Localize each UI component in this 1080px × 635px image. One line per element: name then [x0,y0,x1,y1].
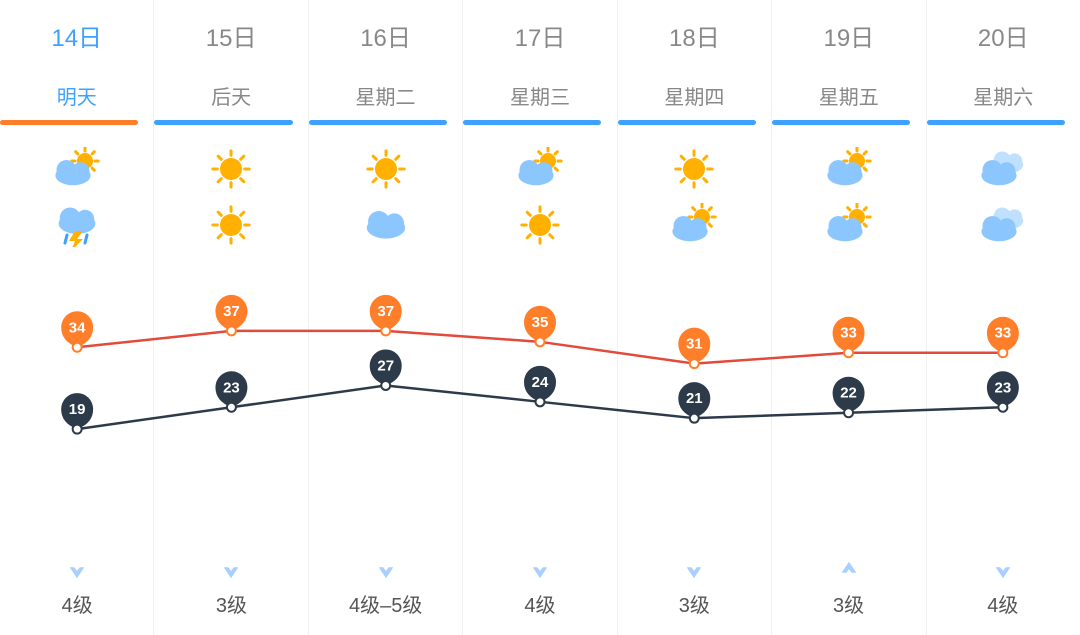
svg-text:19: 19 [69,401,86,418]
wind-arrow-icon [375,559,397,581]
wind-level: 4级 [524,589,555,618]
svg-text:34: 34 [69,319,86,336]
temperature-chart: 34 19 37 23 37 27 35 24 31 21 [0,280,1080,500]
night-weather-icon [203,203,259,247]
svg-text:31: 31 [686,336,703,353]
dow-label: 星期三 [463,81,616,110]
wind-arrow-icon [529,559,551,581]
wind-level: 3级 [679,589,710,618]
svg-text:37: 37 [223,303,240,320]
day-weather-icon [512,147,568,191]
weather-icons [512,147,568,247]
dow-label: 后天 [154,81,307,110]
temp-marker: 23 [987,371,1019,412]
accent-bar [463,120,601,125]
wind-level: 3级 [833,589,864,618]
weather-icons [821,147,877,247]
day-header: 19日 星期五 [772,0,925,125]
day-weather-icon [975,147,1031,191]
night-weather-icon [49,203,105,247]
day-header: 16日 星期二 [309,0,462,125]
night-weather-icon [666,203,722,247]
day-weather-icon [203,147,259,191]
day-header: 14日 明天 [0,0,153,125]
accent-bar [927,120,1065,125]
temp-marker: 27 [370,349,402,390]
wind-arrow-icon [683,559,705,581]
dow-label: 星期五 [772,81,925,110]
svg-text:22: 22 [840,385,857,402]
accent-bar [309,120,447,125]
wind-level: 4级 [987,589,1018,618]
weather-icons [358,147,414,247]
svg-text:24: 24 [532,374,549,391]
day-header: 20日 星期六 [927,0,1080,125]
dow-label: 明天 [0,81,153,110]
wind-info: 3级 [771,559,925,618]
day-weather-icon [821,147,877,191]
night-weather-icon [358,203,414,247]
day-header: 15日 后天 [154,0,307,125]
wind-arrow-icon [66,559,88,581]
day-weather-icon [666,147,722,191]
night-weather-icon [512,203,568,247]
svg-text:21: 21 [686,390,703,407]
dow-label: 星期二 [309,81,462,110]
date-label: 16日 [309,18,462,53]
svg-text:27: 27 [377,357,394,374]
wind-arrow-icon [838,559,860,581]
wind-level: 4级–5级 [349,589,422,618]
weather-icons [975,147,1031,247]
dow-label: 星期四 [618,81,771,110]
svg-text:37: 37 [377,303,394,320]
wind-info: 3级 [154,559,308,618]
day-weather-icon [49,147,105,191]
date-label: 17日 [463,18,616,53]
wind-level: 3级 [216,589,247,618]
svg-text:33: 33 [995,325,1012,342]
accent-bar [618,120,756,125]
svg-text:35: 35 [532,314,549,331]
wind-info: 4级 [926,559,1080,618]
accent-bar [0,120,138,125]
wind-arrow-icon [220,559,242,581]
svg-text:23: 23 [223,379,240,396]
date-label: 14日 [0,18,153,53]
svg-text:33: 33 [840,325,857,342]
date-label: 18日 [618,18,771,53]
wind-info: 4级 [0,559,154,618]
day-weather-icon [358,147,414,191]
weather-icons [666,147,722,247]
temp-marker: 33 [833,317,865,358]
temp-marker: 33 [987,317,1019,358]
dow-label: 星期六 [927,81,1080,110]
date-label: 15日 [154,18,307,53]
accent-bar [772,120,910,125]
wind-arrow-icon [992,559,1014,581]
date-label: 20日 [927,18,1080,53]
date-label: 19日 [772,18,925,53]
accent-bar [154,120,292,125]
wind-info: 4级 [463,559,617,618]
night-weather-icon [975,203,1031,247]
wind-info: 4级–5级 [309,559,463,618]
temp-marker: 37 [215,295,247,336]
weather-icons [49,147,105,247]
wind-info: 3级 [617,559,771,618]
svg-text:23: 23 [995,379,1012,396]
temp-marker: 37 [370,295,402,336]
night-weather-icon [821,203,877,247]
weather-icons [203,147,259,247]
day-header: 17日 星期三 [463,0,616,125]
wind-level: 4级 [62,589,93,618]
day-header: 18日 星期四 [618,0,771,125]
